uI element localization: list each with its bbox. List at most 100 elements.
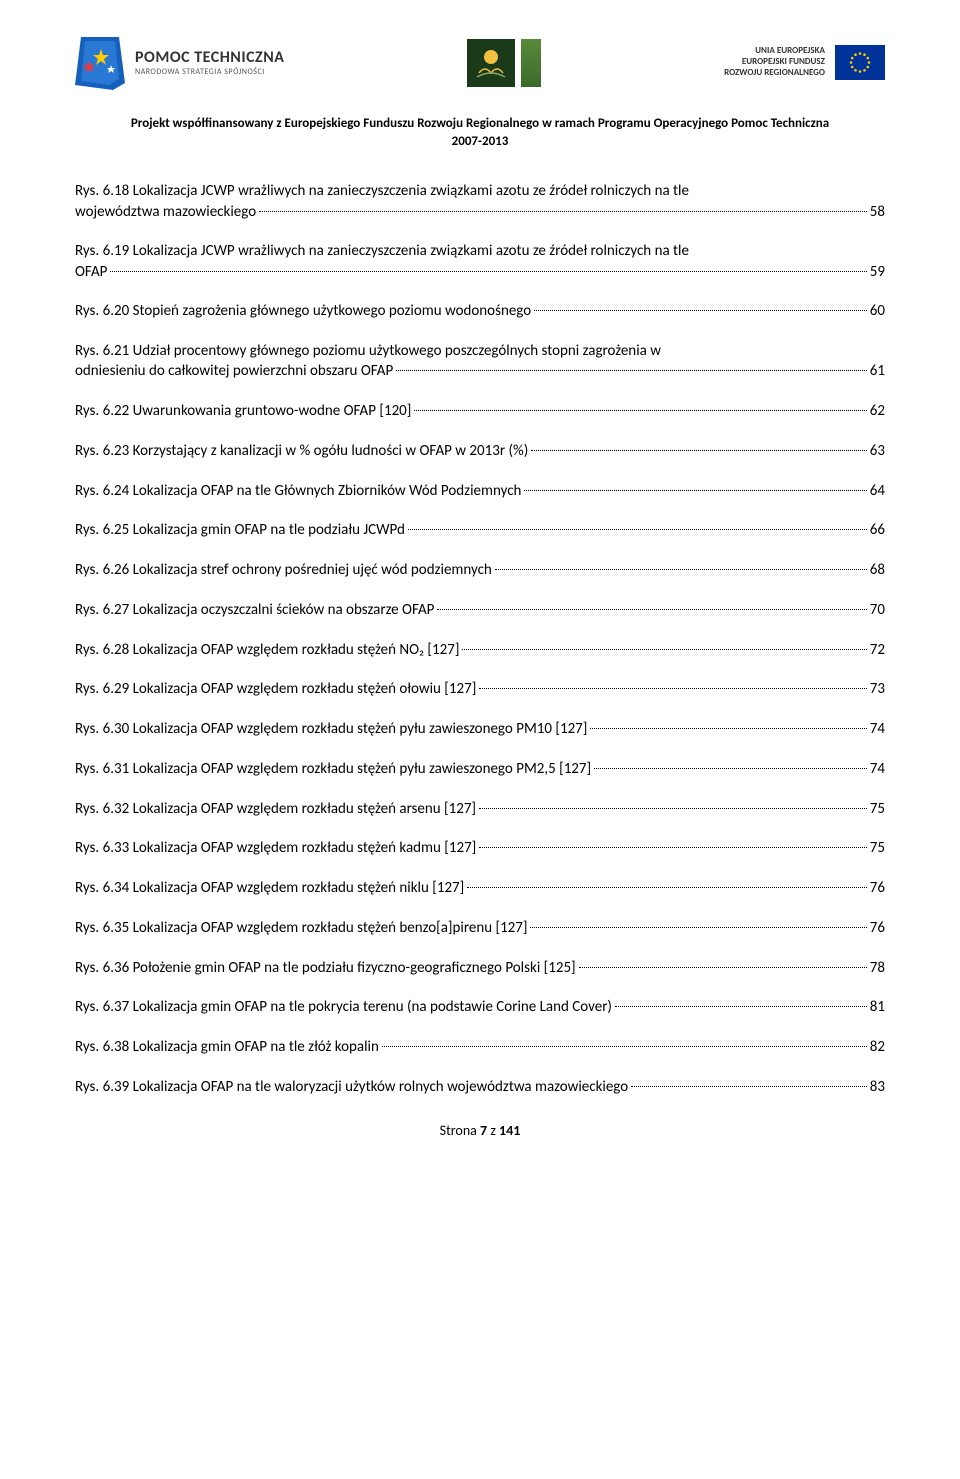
- cohesion-logo-icon: [75, 35, 125, 90]
- toc-entry: Rys. 6.32 Lokalizacja OFAP względem rozk…: [75, 799, 885, 819]
- toc-leader: [524, 490, 866, 491]
- toc-leader: [259, 211, 867, 212]
- toc-text: Rys. 6.30 Lokalizacja OFAP względem rozk…: [75, 719, 587, 739]
- toc-leader: [408, 529, 867, 530]
- header-logos: POMOC TECHNICZNA NARODOWA STRATEGIA SPÓJ…: [75, 35, 885, 90]
- toc-leader: [534, 310, 867, 311]
- toc-entry: Rys. 6.39 Lokalizacja OFAP na tle walory…: [75, 1077, 885, 1097]
- center-side-icon: [521, 39, 541, 87]
- toc-leader: [615, 1006, 867, 1007]
- toc-leader: [437, 609, 866, 610]
- footer-sep: z: [487, 1122, 499, 1139]
- toc-leader: [531, 450, 867, 451]
- toc-entry: Rys. 6.30 Lokalizacja OFAP względem rozk…: [75, 719, 885, 739]
- toc-page-number: 72: [870, 640, 885, 660]
- toc-entry: Rys. 6.38 Lokalizacja gmin OFAP na tle z…: [75, 1037, 885, 1057]
- toc-text: Rys. 6.31 Lokalizacja OFAP względem rozk…: [75, 759, 591, 779]
- toc-text: Rys. 6.37 Lokalizacja gmin OFAP na tle p…: [75, 997, 612, 1017]
- toc-text: Rys. 6.27 Lokalizacja oczyszczalni ściek…: [75, 600, 434, 620]
- toc-leader: [396, 370, 867, 371]
- toc-text: Rys. 6.23 Korzystający z kanalizacji w %…: [75, 441, 528, 461]
- toc-leader: [590, 728, 866, 729]
- toc-entry: Rys. 6.34 Lokalizacja OFAP względem rozk…: [75, 878, 885, 898]
- toc-text: Rys. 6.28 Lokalizacja OFAP względem rozk…: [75, 640, 459, 660]
- project-funding-line: Projekt współfinansowany z Europejskiego…: [75, 115, 885, 151]
- toc-page-number: 74: [870, 719, 885, 739]
- toc-leader: [462, 649, 866, 650]
- eu-flag-icon: [835, 45, 885, 80]
- toc-text-line1: Rys. 6.18 Lokalizacja JCWP wrażliwych na…: [75, 181, 885, 201]
- toc-text: Rys. 6.33 Lokalizacja OFAP względem rozk…: [75, 838, 476, 858]
- toc-entry: Rys. 6.22 Uwarunkowania gruntowo-wodne O…: [75, 401, 885, 421]
- toc-entry: Rys. 6.20 Stopień zagrożenia głównego uż…: [75, 301, 885, 321]
- toc-page-number: 76: [870, 918, 885, 938]
- toc-page-number: 68: [870, 560, 885, 580]
- logo-left-title: POMOC TECHNICZNA: [135, 48, 284, 67]
- toc-entry: Rys. 6.35 Lokalizacja OFAP względem rozk…: [75, 918, 885, 938]
- toc-leader: [382, 1046, 867, 1047]
- toc-text: Rys. 6.22 Uwarunkowania gruntowo-wodne O…: [75, 401, 411, 421]
- toc-text: Rys. 6.25 Lokalizacja gmin OFAP na tle p…: [75, 520, 405, 540]
- toc-entry: Rys. 6.23 Korzystający z kanalizacji w %…: [75, 441, 885, 461]
- logo-pomoc-techniczna: POMOC TECHNICZNA NARODOWA STRATEGIA SPÓJ…: [75, 35, 284, 90]
- logo-left-subtitle: NARODOWA STRATEGIA SPÓJNOŚCI: [135, 67, 284, 77]
- toc-entry: Rys. 6.36 Położenie gmin OFAP na tle pod…: [75, 958, 885, 978]
- toc-text-line2: OFAP: [75, 262, 107, 282]
- toc-entry: Rys. 6.33 Lokalizacja OFAP względem rozk…: [75, 838, 885, 858]
- toc-leader: [594, 768, 867, 769]
- toc-page-number: 61: [870, 361, 885, 381]
- toc-entry: Rys. 6.26 Lokalizacja stref ochrony pośr…: [75, 560, 885, 580]
- list-of-figures: Rys. 6.18 Lokalizacja JCWP wrażliwych na…: [75, 181, 885, 1097]
- toc-leader: [530, 927, 866, 928]
- eu-line3: ROZWOJU REGIONALNEGO: [724, 68, 825, 79]
- toc-page-number: 83: [870, 1077, 885, 1097]
- toc-page-number: 82: [870, 1037, 885, 1057]
- footer-total: 141: [499, 1122, 520, 1139]
- project-line2: 2007-2013: [452, 134, 509, 149]
- toc-entry: Rys. 6.18 Lokalizacja JCWP wrażliwych na…: [75, 181, 885, 222]
- toc-leader: [414, 410, 866, 411]
- toc-text-line2: odniesieniu do całkowitej powierzchni ob…: [75, 361, 393, 381]
- toc-text: Rys. 6.24 Lokalizacja OFAP na tle Główny…: [75, 481, 521, 501]
- toc-page-number: 70: [870, 600, 885, 620]
- logo-eu: UNIA EUROPEJSKA EUROPEJSKI FUNDUSZ ROZWO…: [724, 45, 885, 80]
- toc-page-number: 58: [870, 202, 885, 222]
- toc-entry: Rys. 6.29 Lokalizacja OFAP względem rozk…: [75, 679, 885, 699]
- toc-text: Rys. 6.35 Lokalizacja OFAP względem rozk…: [75, 918, 527, 938]
- toc-leader: [479, 808, 867, 809]
- toc-page-number: 66: [870, 520, 885, 540]
- toc-text-line2: województwa mazowieckiego: [75, 202, 256, 222]
- footer-label: Strona: [440, 1122, 480, 1139]
- toc-entry: Rys. 6.28 Lokalizacja OFAP względem rozk…: [75, 640, 885, 660]
- toc-leader: [110, 271, 866, 272]
- toc-page-number: 62: [870, 401, 885, 421]
- logo-left-text: POMOC TECHNICZNA NARODOWA STRATEGIA SPÓJ…: [135, 48, 284, 77]
- toc-page-number: 81: [870, 997, 885, 1017]
- toc-text: Rys. 6.26 Lokalizacja stref ochrony pośr…: [75, 560, 492, 580]
- toc-leader: [479, 688, 866, 689]
- logo-right-text: UNIA EUROPEJSKA EUROPEJSKI FUNDUSZ ROZWO…: [724, 46, 825, 78]
- toc-text: Rys. 6.29 Lokalizacja OFAP względem rozk…: [75, 679, 476, 699]
- toc-page-number: 78: [870, 958, 885, 978]
- page-footer: Strona 7 z 141: [75, 1122, 885, 1139]
- toc-text-line1: Rys. 6.19 Lokalizacja JCWP wrażliwych na…: [75, 241, 885, 261]
- toc-leader: [479, 847, 867, 848]
- toc-entry: Rys. 6.31 Lokalizacja OFAP względem rozk…: [75, 759, 885, 779]
- toc-page-number: 64: [870, 481, 885, 501]
- toc-page-number: 74: [870, 759, 885, 779]
- toc-entry: Rys. 6.19 Lokalizacja JCWP wrażliwych na…: [75, 241, 885, 282]
- toc-leader: [467, 887, 867, 888]
- toc-page-number: 76: [870, 878, 885, 898]
- toc-page-number: 73: [870, 679, 885, 699]
- toc-text: Rys. 6.34 Lokalizacja OFAP względem rozk…: [75, 878, 464, 898]
- toc-leader: [579, 967, 867, 968]
- toc-entry: Rys. 6.24 Lokalizacja OFAP na tle Główny…: [75, 481, 885, 501]
- toc-entry: Rys. 6.21 Udział procentowy głównego poz…: [75, 341, 885, 382]
- document-page: POMOC TECHNICZNA NARODOWA STRATEGIA SPÓJ…: [0, 0, 960, 1169]
- toc-text-line1: Rys. 6.21 Udział procentowy głównego poz…: [75, 341, 885, 361]
- toc-text: Rys. 6.36 Położenie gmin OFAP na tle pod…: [75, 958, 576, 978]
- toc-page-number: 75: [870, 838, 885, 858]
- toc-leader: [495, 569, 867, 570]
- center-emblem-icon: [467, 39, 515, 87]
- toc-entry: Rys. 6.27 Lokalizacja oczyszczalni ściek…: [75, 600, 885, 620]
